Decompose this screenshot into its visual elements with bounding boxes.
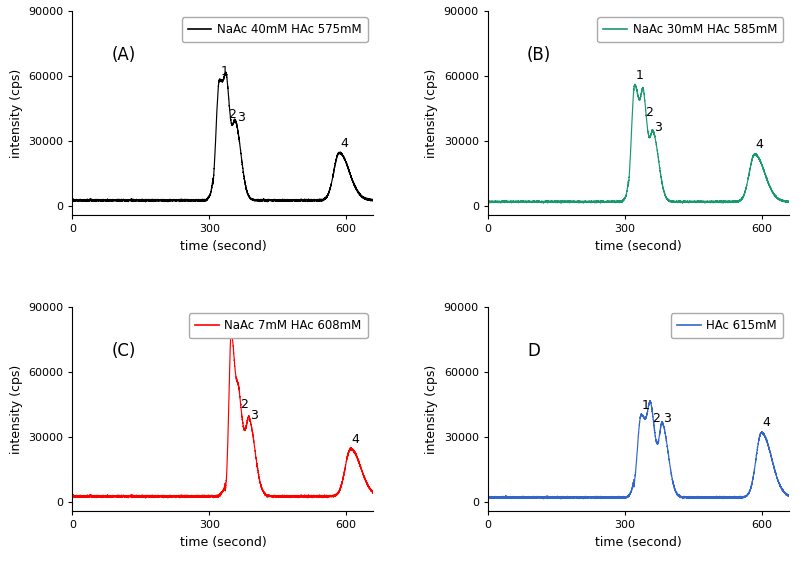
- Text: 1: 1: [636, 69, 643, 82]
- X-axis label: time (second): time (second): [180, 536, 266, 549]
- X-axis label: time (second): time (second): [595, 536, 682, 549]
- Text: 2: 2: [645, 106, 653, 119]
- Text: 4: 4: [762, 416, 770, 429]
- Y-axis label: intensity (cps): intensity (cps): [425, 69, 438, 158]
- Text: 1: 1: [221, 65, 228, 78]
- Legend: HAc 615mM: HAc 615mM: [671, 313, 783, 338]
- Text: (A): (A): [112, 46, 136, 64]
- Text: 2: 2: [241, 398, 248, 411]
- Text: 3: 3: [237, 111, 245, 124]
- Text: 3: 3: [663, 412, 671, 425]
- Y-axis label: intensity (cps): intensity (cps): [10, 365, 23, 454]
- Legend: NaAc 7mM HAc 608mM: NaAc 7mM HAc 608mM: [189, 313, 368, 338]
- Text: 2: 2: [652, 412, 660, 425]
- Text: (B): (B): [527, 46, 551, 64]
- Legend: NaAc 30mM HAc 585mM: NaAc 30mM HAc 585mM: [597, 17, 783, 42]
- Text: (C): (C): [112, 342, 136, 360]
- Text: 3: 3: [654, 121, 663, 134]
- X-axis label: time (second): time (second): [595, 240, 682, 253]
- Text: 3: 3: [250, 409, 258, 422]
- Text: 2: 2: [228, 108, 236, 121]
- Y-axis label: intensity (cps): intensity (cps): [10, 69, 23, 158]
- Legend: NaAc 40mM HAc 575mM: NaAc 40mM HAc 575mM: [182, 17, 368, 42]
- Text: D: D: [527, 342, 540, 360]
- Text: 4: 4: [341, 137, 348, 149]
- X-axis label: time (second): time (second): [180, 240, 266, 253]
- Text: 4: 4: [756, 138, 763, 151]
- Text: 1: 1: [642, 399, 650, 412]
- Y-axis label: intensity (cps): intensity (cps): [425, 365, 438, 454]
- Text: 4: 4: [352, 433, 360, 446]
- Text: 1: 1: [232, 318, 240, 331]
